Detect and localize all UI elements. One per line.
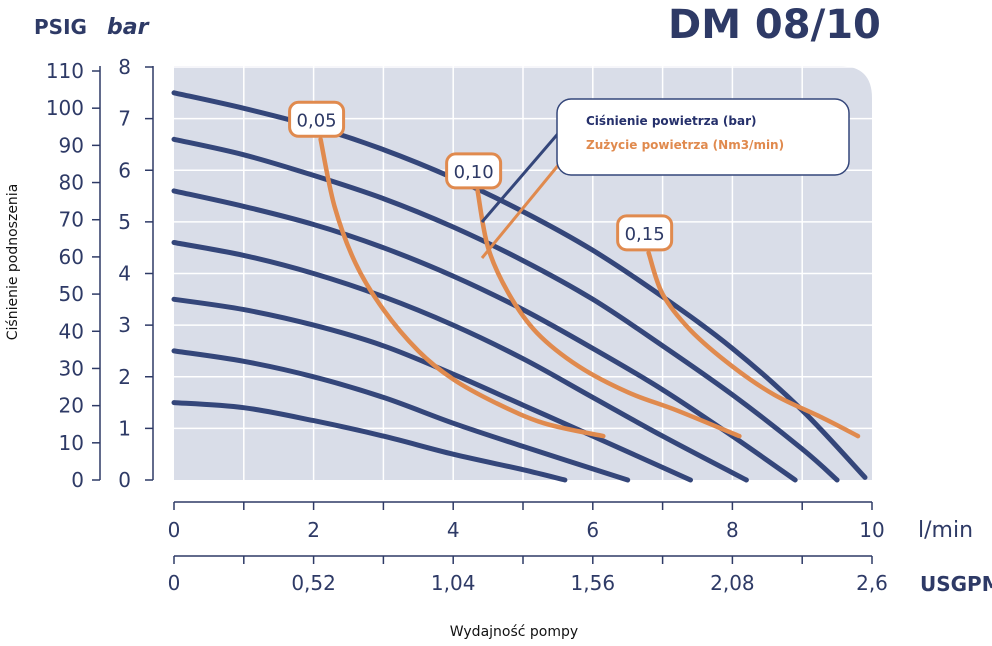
- consumption-badge-label: 0,05: [297, 110, 337, 131]
- psig-tick-label: 60: [59, 245, 84, 269]
- psig-tick-label: 0: [71, 468, 84, 492]
- bar-tick-label: 2: [118, 365, 131, 389]
- lmin-tick-label: 8: [726, 518, 739, 542]
- bar-tick-label: 8: [118, 55, 131, 79]
- pressure-curve: [171, 240, 749, 483]
- usgpm-tick-label: 2,08: [710, 571, 755, 595]
- legend-pressure-pointer: [480, 121, 570, 223]
- lmin-tick-label: 0: [168, 518, 181, 542]
- lmin-tick-label: 2: [307, 518, 320, 542]
- bar-unit-label: bar: [107, 15, 150, 40]
- usgpm-tick-label: 0,52: [291, 571, 336, 595]
- usgpm-tick-label: 1,04: [431, 571, 476, 595]
- usgpm-tick-label: 0: [168, 571, 181, 595]
- chart-title: DM 08/10: [668, 2, 881, 48]
- consumption-curve: [318, 137, 606, 439]
- pressure-curve: [171, 188, 798, 483]
- legend-consumption-label: Zużycie powietrza (Nm3/min): [586, 138, 784, 152]
- bar-tick-label: 7: [118, 107, 131, 131]
- bar-tick-label: 5: [118, 210, 131, 234]
- psig-tick-label: 30: [59, 356, 84, 380]
- y-axis-title: Ciśnienie podnoszenia: [5, 184, 21, 341]
- psig-tick-label: 100: [46, 96, 84, 120]
- pressure-curve: [171, 400, 568, 483]
- psig-tick-label: 10: [59, 431, 84, 455]
- consumption-curve: [646, 250, 861, 439]
- psig-tick-label: 50: [59, 282, 84, 306]
- usgpm-unit-label: USGPM: [920, 572, 992, 596]
- consumption-curve: [475, 188, 742, 439]
- consumption-badge: [288, 100, 346, 138]
- psig-tick-label: 40: [59, 319, 84, 343]
- lmin-tick-label: 4: [447, 518, 460, 542]
- pressure-curve: [171, 136, 840, 483]
- psig-tick-label: 70: [59, 208, 84, 232]
- pressure-curve: [171, 348, 631, 483]
- consumption-badge-label: 0,15: [625, 224, 665, 245]
- bar-tick-label: 1: [118, 416, 131, 440]
- bar-tick-label: 3: [118, 313, 131, 337]
- usgpm-tick-label: 1,56: [571, 571, 616, 595]
- bar-tick-label: 4: [118, 262, 131, 286]
- consumption-badge: [445, 152, 503, 190]
- x-axis-title: Wydajność pompy: [450, 624, 578, 640]
- bar-tick-label: 6: [118, 158, 131, 182]
- legend-pressure-label: Ciśnienie powietrza (bar): [586, 114, 757, 128]
- psig-tick-label: 110: [46, 59, 84, 83]
- lmin-unit-label: l/min: [918, 518, 973, 543]
- consumption-curves: [318, 137, 861, 439]
- legend-box: [556, 98, 850, 176]
- psig-unit-label: PSIG: [34, 15, 87, 39]
- psig-tick-label: 20: [59, 394, 84, 418]
- lmin-tick-label: 6: [586, 518, 599, 542]
- psig-tick-label: 80: [59, 171, 84, 195]
- legend: Ciśnienie powietrza (bar) Zużycie powiet…: [480, 98, 850, 259]
- consumption-badges: 0,05 0,10 0,15: [288, 100, 674, 252]
- consumption-badge-label: 0,10: [454, 162, 494, 183]
- lmin-tick-label: 10: [859, 518, 884, 542]
- psig-tick-label: 90: [59, 133, 84, 157]
- bar-tick-label: 0: [118, 468, 131, 492]
- usgpm-tick-label: 2,6: [856, 571, 888, 595]
- consumption-badge: [616, 214, 674, 252]
